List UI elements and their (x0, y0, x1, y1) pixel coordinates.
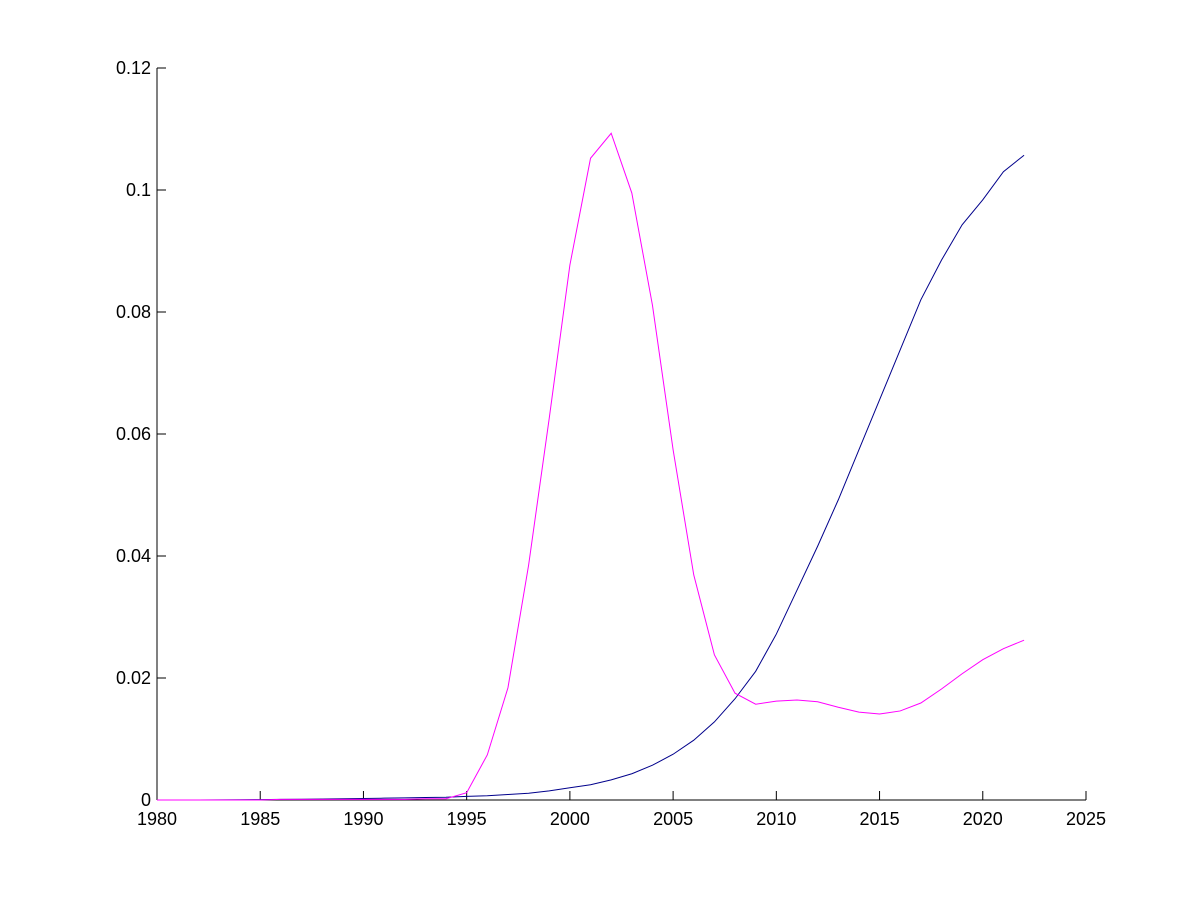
y-tick-label: 0.06 (116, 424, 151, 444)
x-tick-label: 1995 (447, 809, 487, 829)
line-series (157, 132, 1025, 801)
y-tick-label: 0.04 (116, 546, 151, 566)
x-tick-label: 2020 (963, 809, 1003, 829)
x-tick-label: 2015 (860, 809, 900, 829)
x-tick-label: 1985 (240, 809, 280, 829)
x-tick-label: 2025 (1066, 809, 1106, 829)
y-tick-label: 0 (141, 790, 151, 810)
y-tick-label: 0.12 (116, 58, 151, 78)
x-tick-label: 2000 (550, 809, 590, 829)
y-tick-label: 0.02 (116, 668, 151, 688)
x-tick-label: 2010 (756, 809, 796, 829)
y-tick-label: 0.08 (116, 302, 151, 322)
x-tick-label: 1990 (343, 809, 383, 829)
x-tick-label: 1980 (137, 809, 177, 829)
y-tick-label: 0.1 (126, 180, 151, 200)
x-tick-label: 2005 (653, 809, 693, 829)
